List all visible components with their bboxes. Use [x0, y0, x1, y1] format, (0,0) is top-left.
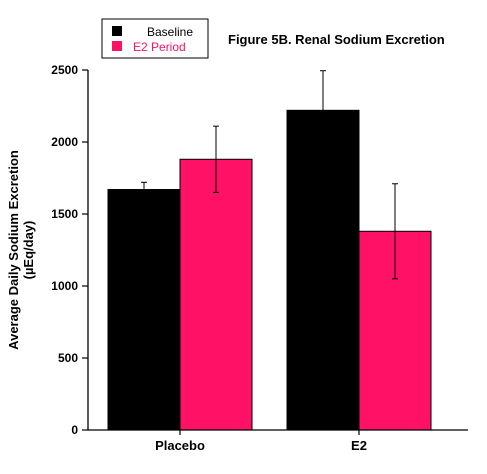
y-tick-label: 0	[71, 423, 78, 437]
y-axis-unit: (µEq/day)	[21, 221, 36, 280]
error-bars	[141, 70, 398, 280]
x-tick-label-e2: E2	[351, 438, 367, 453]
y-tick-label: 500	[58, 351, 78, 365]
error-bar-placebo-e2-period	[213, 125, 219, 193]
y-tick-label: 1000	[51, 279, 78, 293]
legend-label-e2-period: E2 Period	[133, 40, 186, 54]
error-bar-e2-e2-period	[392, 183, 398, 280]
bar-placebo-e2-period	[179, 158, 253, 431]
y-tick-label: 2500	[51, 63, 78, 77]
legend-box	[101, 18, 209, 59]
y-axis-title: Average Daily Sodium Excretion (µEq/day)	[6, 150, 36, 350]
legend-swatch-e2-period	[112, 41, 122, 51]
legend-label-baseline: Baseline	[147, 25, 193, 39]
x-axis: Placebo E2	[88, 429, 468, 453]
x-tick-label-placebo: Placebo	[155, 438, 205, 453]
legend-swatch-baseline	[112, 26, 122, 36]
legend: Baseline E2 Period	[101, 18, 209, 59]
bar-e2-baseline	[286, 109, 360, 431]
y-axis: 0 500 1000 1500 2000 2500	[51, 63, 89, 437]
y-axis-label: Average Daily Sodium Excretion	[6, 150, 21, 350]
error-bar-e2-baseline	[320, 70, 326, 151]
bar-placebo-baseline	[107, 189, 181, 431]
bars	[107, 109, 432, 431]
error-bar-placebo-baseline	[141, 181, 147, 198]
chart-title: Figure 5B. Renal Sodium Excretion	[228, 32, 445, 47]
y-tick-label: 1500	[51, 207, 78, 221]
y-tick-label: 2000	[51, 135, 78, 149]
